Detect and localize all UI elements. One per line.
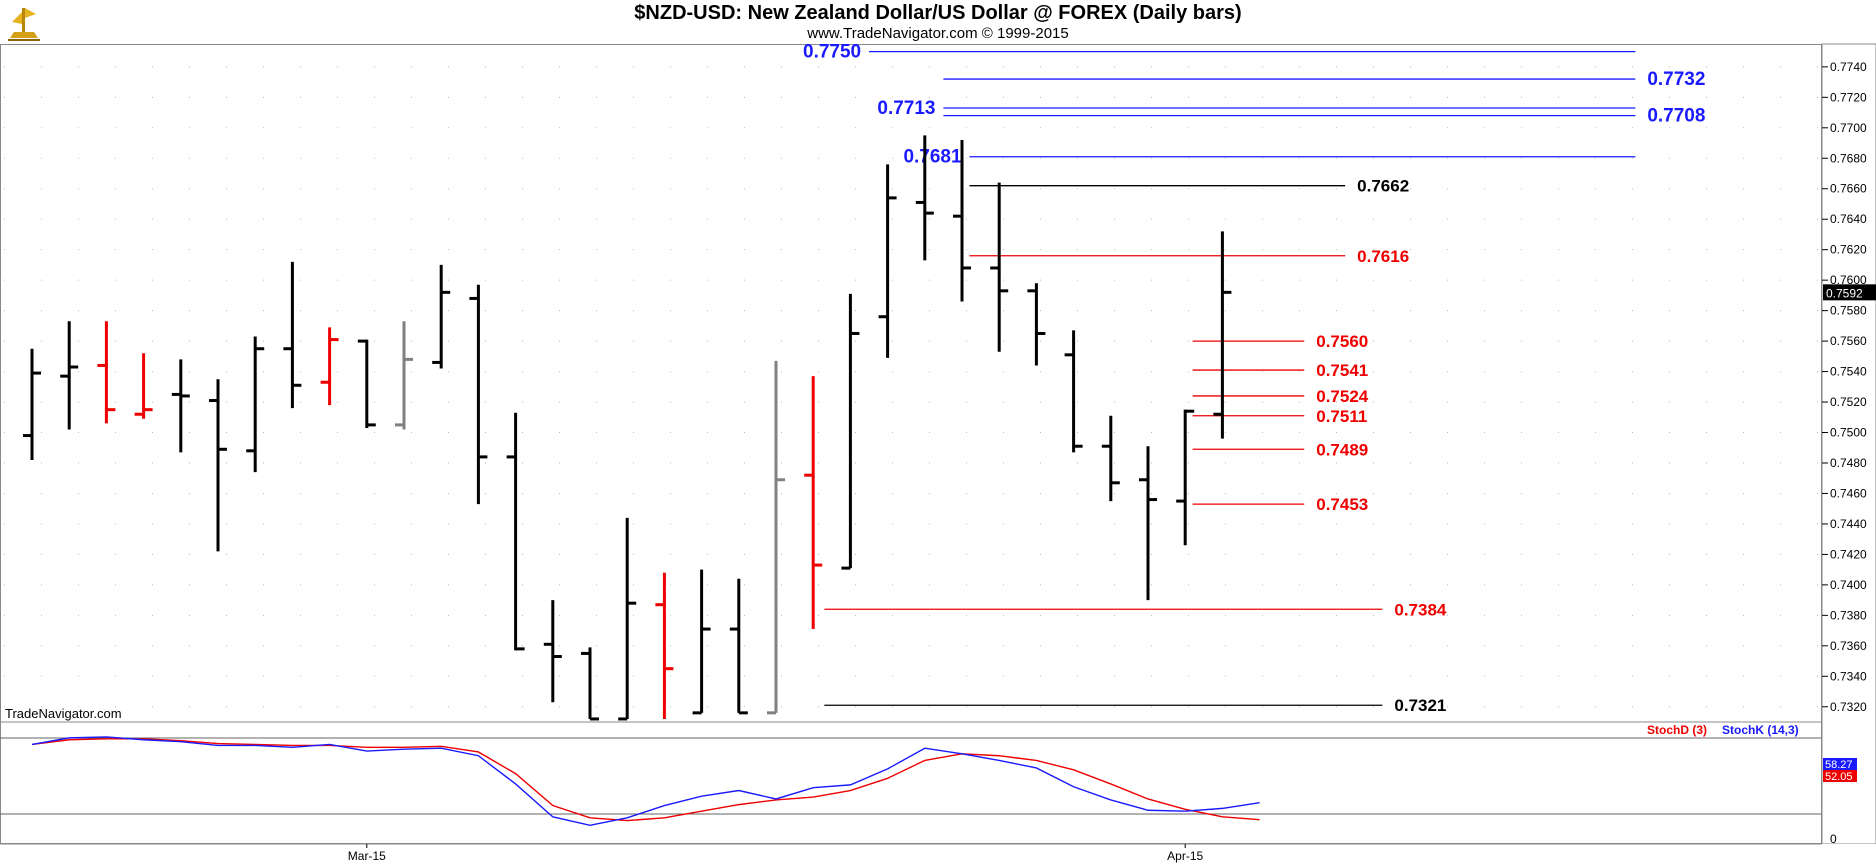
y-tick-label: 0.7700 (1830, 121, 1867, 135)
y-tick-label: 0.7480 (1830, 456, 1867, 470)
last-price-flag (1823, 284, 1876, 301)
level-label: 0.7511 (1316, 407, 1367, 426)
stoch-k-legend: StochK (14,3) (1722, 723, 1799, 737)
price-axis-panel (1821, 43, 1876, 845)
y-tick-label: 0.7580 (1830, 304, 1867, 318)
stoch-d-value: 52.05 (1825, 771, 1853, 783)
stoch-d-legend: StochD (3) (1647, 723, 1707, 737)
y-tick-label: 0.7520 (1830, 395, 1867, 409)
level-label: 0.7713 (877, 98, 935, 119)
x-tick-label: Mar-15 (348, 849, 386, 863)
level-label: 0.7750 (803, 42, 861, 63)
y-tick-label: 0.7680 (1830, 151, 1867, 165)
y-tick-label: 0.7460 (1830, 486, 1867, 500)
x-axis-panel (0, 844, 1876, 863)
last-price-label: 0.7592 (1826, 286, 1863, 300)
level-label: 0.7708 (1647, 106, 1705, 127)
stoch-d-line (31, 738, 1260, 822)
y-tick-label: 0.7660 (1830, 182, 1867, 196)
stoch-k-value: 58.27 (1825, 759, 1853, 771)
x-tick-label: Apr-15 (1167, 849, 1203, 863)
stoch-d-flag (1823, 770, 1857, 782)
level-label: 0.7524 (1316, 387, 1369, 406)
y-tick-label: 0.7640 (1830, 212, 1867, 226)
level-label: 0.7616 (1357, 247, 1409, 266)
trade-navigator-logo-icon (8, 8, 40, 41)
level-label: 0.7489 (1316, 440, 1368, 459)
level-label: 0.7541 (1316, 361, 1368, 380)
y-tick-label: 0.7440 (1830, 517, 1867, 531)
y-tick-label: 0.7420 (1830, 547, 1867, 561)
level-label: 0.7681 (903, 147, 962, 168)
y-tick-label: 0.7740 (1830, 60, 1867, 74)
level-label: 0.7662 (1357, 177, 1409, 196)
stoch-k-line (31, 736, 1260, 827)
y-tick-label: 0.7400 (1830, 578, 1867, 592)
chart-subtitle: www.TradeNavigator.com © 1999-2015 (807, 25, 1069, 42)
level-label: 0.7384 (1394, 600, 1447, 619)
y-tick-label: 0.7340 (1830, 669, 1867, 683)
y-tick-label: 0.7500 (1830, 426, 1867, 440)
stoch-y-tick-label: 0 (1830, 832, 1837, 846)
y-tick-label: 0.7540 (1830, 365, 1867, 379)
y-tick-label: 0.7360 (1830, 639, 1867, 653)
level-label: 0.7732 (1647, 69, 1705, 90)
chart-title: $NZD-USD: New Zealand Dollar/US Dollar @… (634, 2, 1242, 24)
y-tick-label: 0.7620 (1830, 243, 1867, 257)
y-tick-label: 0.7560 (1830, 334, 1867, 348)
y-tick-label: 0.7600 (1830, 273, 1867, 287)
y-tick-label: 0.7380 (1830, 608, 1867, 622)
stoch-k-flag (1823, 758, 1857, 770)
y-tick-label: 0.7320 (1830, 700, 1867, 714)
y-tick-label: 0.7720 (1830, 90, 1867, 104)
level-label: 0.7560 (1316, 332, 1368, 351)
watermark-label: TradeNavigator.com (5, 706, 122, 721)
level-label: 0.7453 (1316, 495, 1368, 514)
level-label: 0.7321 (1394, 696, 1446, 715)
